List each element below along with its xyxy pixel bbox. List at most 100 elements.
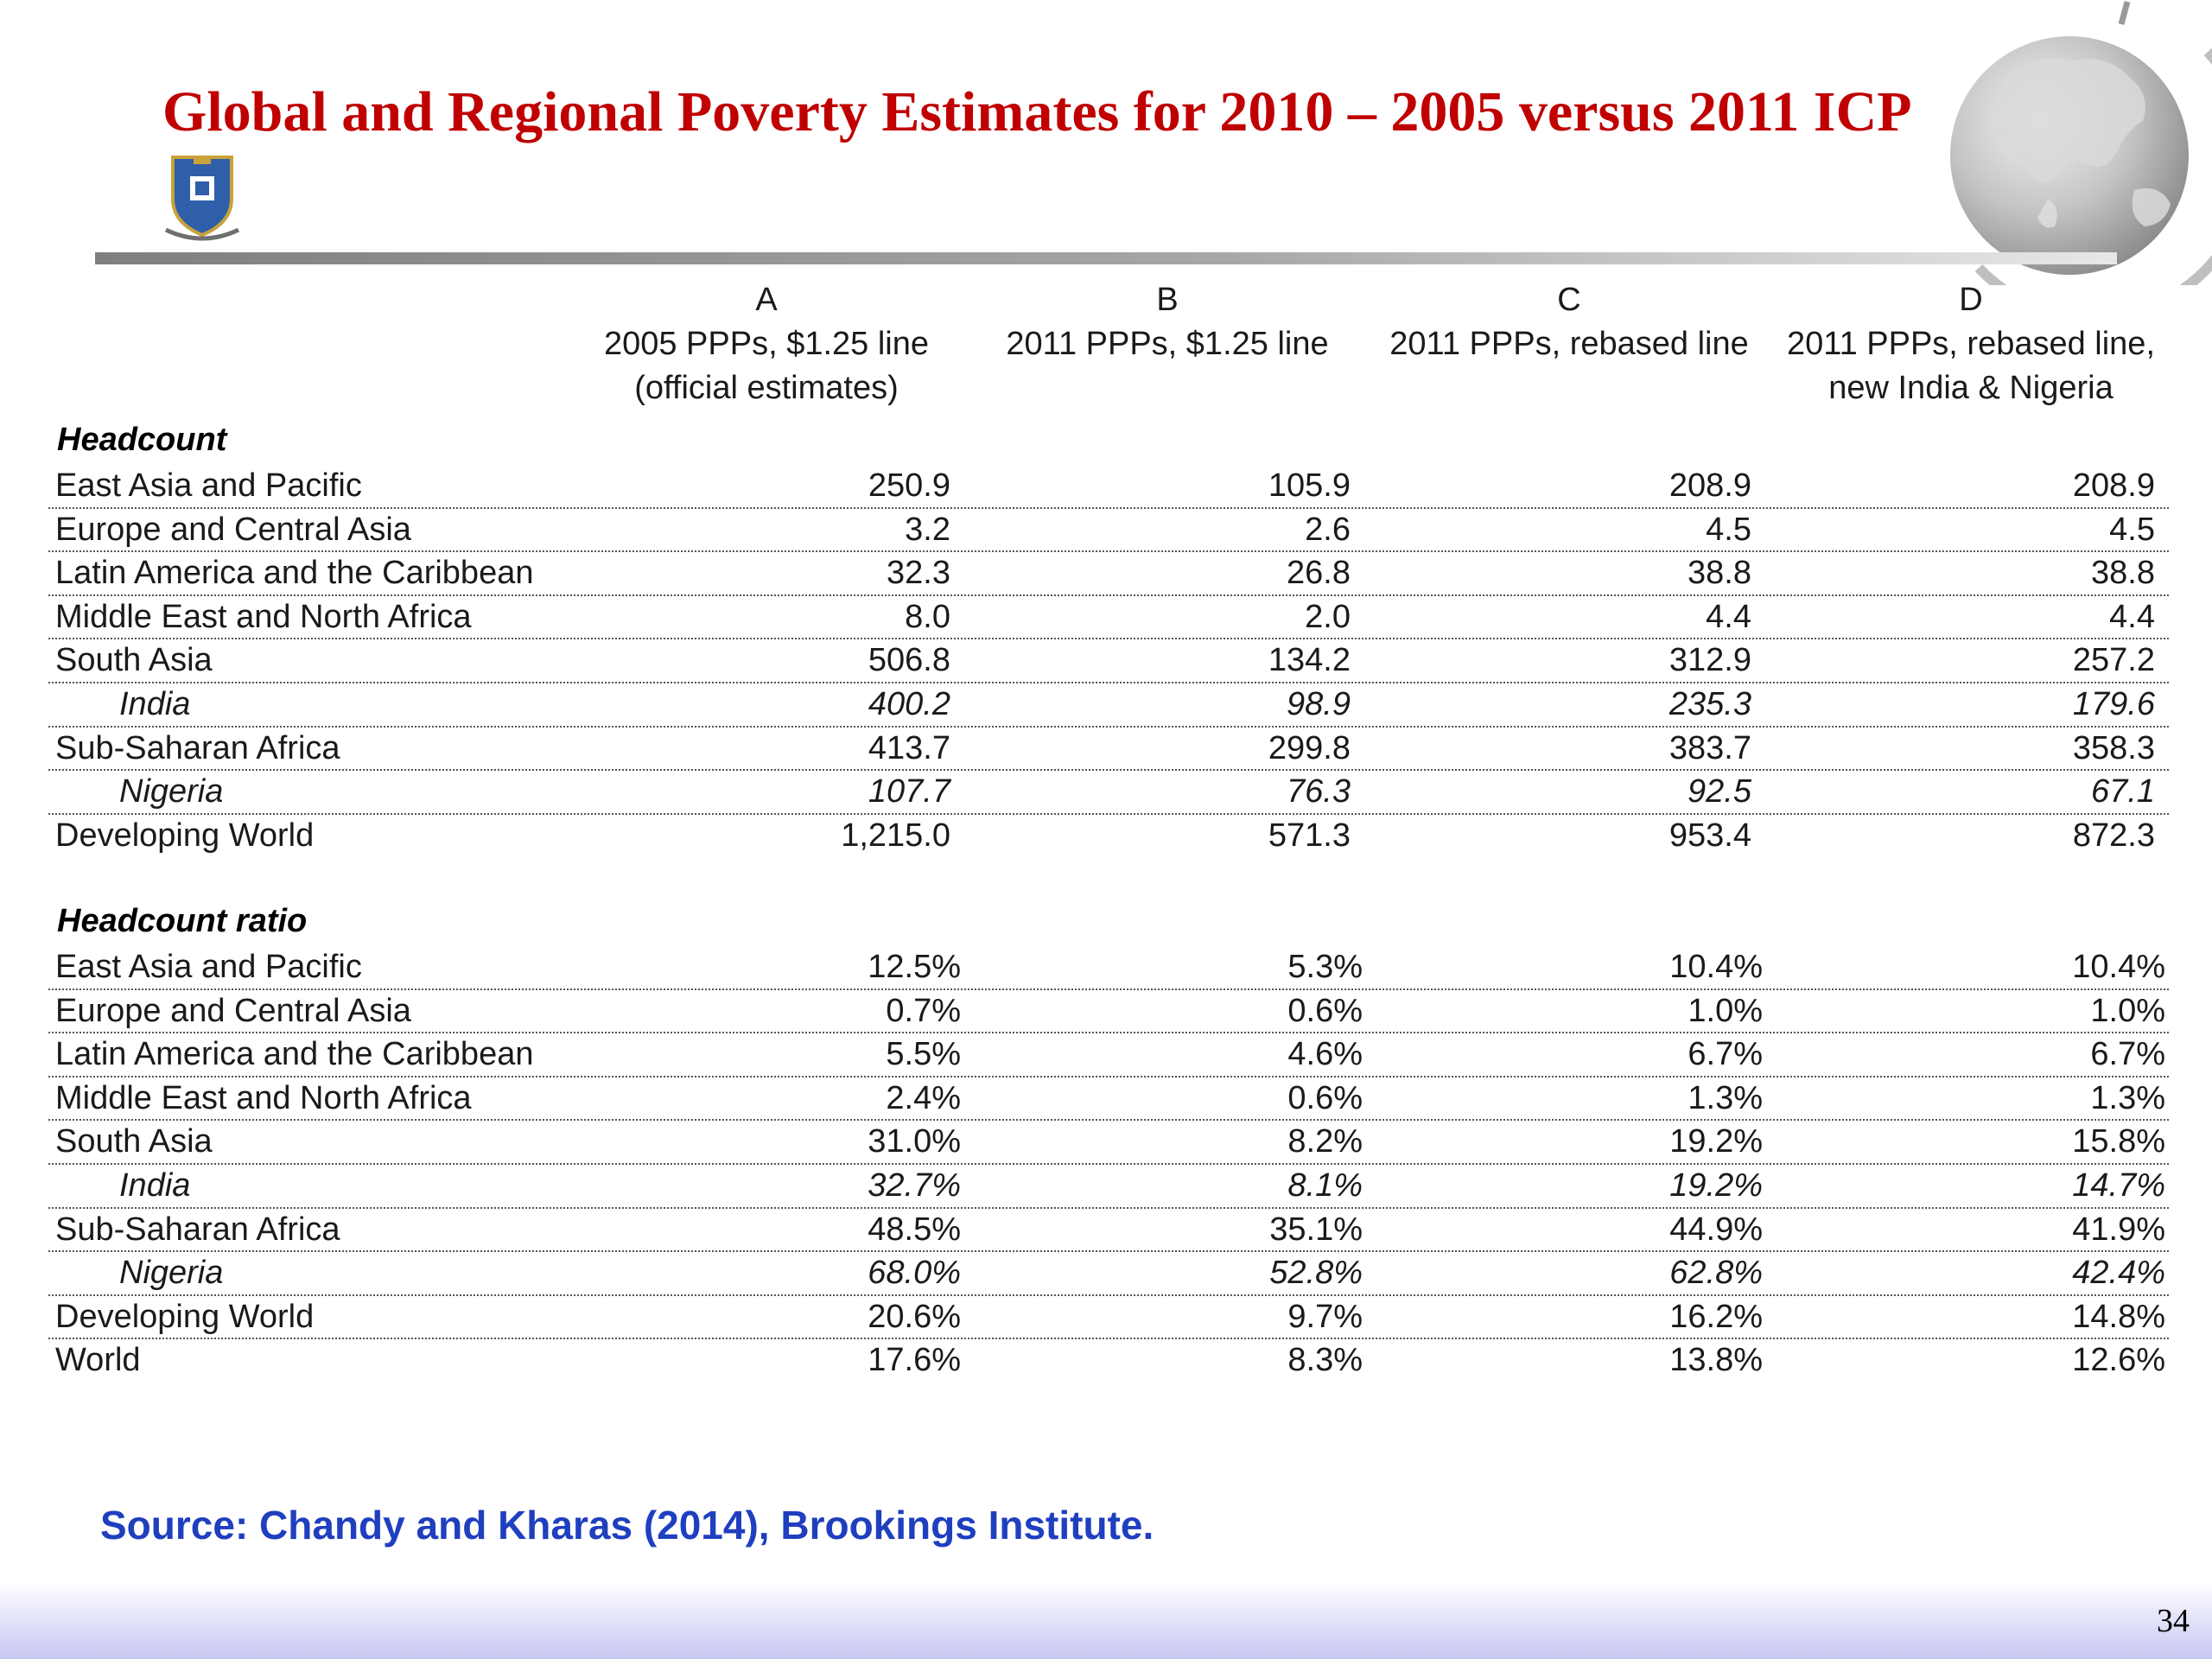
row-label: Middle East and North Africa — [55, 598, 472, 635]
table-cell: 1.3% — [2090, 1079, 2165, 1116]
slide-title: Global and Regional Poverty Estimates fo… — [162, 80, 1912, 143]
row-label: Europe and Central Asia — [55, 511, 411, 548]
row-label: Europe and Central Asia — [55, 992, 411, 1029]
row-label: East Asia and Pacific — [55, 949, 362, 985]
table-cell: 208.9 — [2072, 467, 2155, 504]
table-cell: 4.5 — [1706, 511, 1751, 548]
table-cell: 0.6% — [1287, 992, 1363, 1029]
row-label: Middle East and North Africa — [55, 1079, 472, 1116]
table-cell: 12.6% — [2072, 1342, 2165, 1379]
row-label: East Asia and Pacific — [55, 467, 362, 504]
table-cell: 299.8 — [1268, 729, 1351, 766]
table-cell: 10.4% — [1669, 949, 1763, 985]
table-row: Sub-Saharan Africa 413.7 299.8 383.7 358.3 — [48, 726, 2169, 772]
table-row: East Asia and Pacific 12.5% 5.3% 10.4% 10.4% — [48, 944, 2169, 990]
table-cell: 208.9 — [1669, 467, 1751, 504]
page-number: 34 — [2157, 1603, 2190, 1639]
header-rule — [95, 252, 2117, 264]
table-cell: 62.8% — [1669, 1255, 1763, 1292]
table-cell: 5.3% — [1287, 949, 1363, 985]
table-row: Nigeria 68.0% 52.8% 62.8% 42.4% — [48, 1250, 2169, 1296]
row-label: Nigeria — [119, 1255, 224, 1292]
table-cell: 1,215.0 — [841, 817, 950, 854]
table-cell: 4.5 — [2109, 511, 2155, 548]
university-crest-icon — [164, 156, 240, 241]
table-row: South Asia 31.0% 8.2% 19.2% 15.8% — [48, 1119, 2169, 1165]
table-cell: 2.4% — [886, 1079, 961, 1116]
table-cell: 235.3 — [1669, 686, 1751, 722]
table-cell: 8.2% — [1287, 1123, 1363, 1160]
table-cell: 8.1% — [1287, 1167, 1363, 1204]
table-cell: 15.8% — [2072, 1123, 2165, 1160]
row-label: India — [119, 1167, 191, 1204]
column-header: C 2011 PPPs, rebased line — [1370, 278, 1768, 366]
table-cell: 400.2 — [868, 686, 950, 722]
table-cell: 44.9% — [1669, 1211, 1763, 1248]
table-cell: 35.1% — [1269, 1211, 1363, 1248]
table-cell: 48.5% — [868, 1211, 961, 1248]
table-row: Developing World 20.6% 9.7% 16.2% 14.8% — [48, 1294, 2169, 1340]
table-cell: 3.2 — [905, 511, 950, 548]
row-label: South Asia — [55, 642, 213, 679]
table-cell: 107.7 — [868, 773, 950, 810]
table-cell: 2.6 — [1305, 511, 1351, 548]
table-cell: 32.3 — [887, 555, 950, 592]
table-cell: 8.0 — [905, 598, 950, 635]
table-cell: 13.8% — [1669, 1342, 1763, 1379]
table-cell: 92.5 — [1688, 773, 1751, 810]
table-cell: 6.7% — [1688, 1036, 1763, 1073]
table-cell: 250.9 — [868, 467, 950, 504]
table-cell: 19.2% — [1669, 1123, 1763, 1160]
table-row: Latin America and the Caribbean 5.5% 4.6% 6… — [48, 1032, 2169, 1077]
table-cell: 10.4% — [2072, 949, 2165, 985]
row-label: Latin America and the Caribbean — [55, 555, 534, 592]
table-cell: 20.6% — [868, 1298, 961, 1335]
footer-band — [0, 1583, 2212, 1659]
row-label: World — [55, 1342, 141, 1379]
table-cell: 179.6 — [2072, 686, 2155, 722]
column-letter: C — [1557, 282, 1581, 318]
table-cell: 6.7% — [2090, 1036, 2165, 1073]
table-cell: 42.4% — [2072, 1255, 2165, 1292]
table-cell: 14.7% — [2072, 1167, 2165, 1204]
table-cell: 38.8 — [1688, 555, 1751, 592]
column-title-line: (official estimates) — [634, 370, 899, 406]
table-row: Europe and Central Asia 0.7% 0.6% 1.0% 1.0% — [48, 988, 2169, 1034]
section-label: Headcount — [57, 422, 227, 458]
column-title-line: 2011 PPPs, $1.25 line — [1006, 326, 1329, 362]
table-cell: 41.9% — [2072, 1211, 2165, 1248]
table-cell: 14.8% — [2072, 1298, 2165, 1335]
table-cell: 26.8 — [1287, 555, 1351, 592]
table-row: Middle East and North Africa 8.0 2.0 4.4 4.4 — [48, 594, 2169, 640]
table-cell: 1.0% — [2090, 992, 2165, 1029]
table-cell: 413.7 — [868, 729, 950, 766]
table-cell: 872.3 — [2072, 817, 2155, 854]
table-cell: 4.6% — [1287, 1036, 1363, 1073]
table-cell: 1.0% — [1688, 992, 1763, 1029]
table-row: Middle East and North Africa 2.4% 0.6% 1.3%… — [48, 1076, 2169, 1122]
row-label: Sub-Saharan Africa — [55, 1211, 340, 1248]
table-cell: 2.0 — [1305, 598, 1351, 635]
table-cell: 67.1 — [2091, 773, 2155, 810]
column-header: B 2011 PPPs, $1.25 line — [969, 278, 1366, 366]
table-cell: 571.3 — [1268, 817, 1351, 854]
table-row: South Asia 506.8 134.2 312.9 257.2 — [48, 638, 2169, 683]
table-cell: 4.4 — [1706, 598, 1751, 635]
row-label: Developing World — [55, 1298, 315, 1335]
column-title-line: 2011 PPPs, rebased line — [1389, 326, 1749, 362]
table-cell: 4.4 — [2109, 598, 2155, 635]
table-row: World 17.6% 8.3% 13.8% 12.6% — [48, 1338, 2169, 1382]
table-cell: 0.7% — [886, 992, 961, 1029]
table-cell: 5.5% — [886, 1036, 961, 1073]
table-cell: 9.7% — [1287, 1298, 1363, 1335]
table-cell: 383.7 — [1669, 729, 1751, 766]
table-cell: 76.3 — [1287, 773, 1351, 810]
column-letter: B — [1156, 282, 1179, 318]
table-cell: 19.2% — [1669, 1167, 1763, 1204]
table-cell: 12.5% — [868, 949, 961, 985]
row-label: Latin America and the Caribbean — [55, 1036, 534, 1073]
table-cell: 8.3% — [1287, 1342, 1363, 1379]
table-cell: 134.2 — [1268, 642, 1351, 679]
source-citation: Source: Chandy and Kharas (2014), Brooki… — [100, 1503, 1154, 1548]
table-cell: 506.8 — [868, 642, 950, 679]
